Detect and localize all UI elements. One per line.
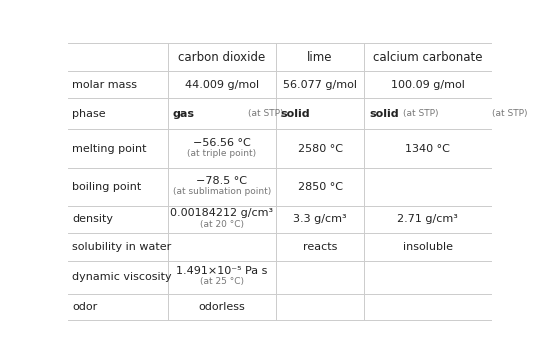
Text: density: density xyxy=(73,214,114,224)
Text: gas: gas xyxy=(173,109,195,119)
Text: 100.09 g/mol: 100.09 g/mol xyxy=(391,80,465,90)
Text: phase: phase xyxy=(73,109,106,119)
Text: odor: odor xyxy=(73,302,98,312)
Text: −78.5 °C: −78.5 °C xyxy=(196,176,247,186)
Text: 56.077 g/mol: 56.077 g/mol xyxy=(283,80,357,90)
Text: calcium carbonate: calcium carbonate xyxy=(373,50,483,63)
Text: 3.3 g/cm³: 3.3 g/cm³ xyxy=(293,214,347,224)
Text: lime: lime xyxy=(307,50,333,63)
Text: 1.491×10⁻⁵ Pa s: 1.491×10⁻⁵ Pa s xyxy=(176,266,268,276)
Text: 2.71 g/cm³: 2.71 g/cm³ xyxy=(397,214,458,224)
Text: reacts: reacts xyxy=(303,242,337,252)
Text: 0.00184212 g/cm³: 0.00184212 g/cm³ xyxy=(170,208,273,218)
Text: (at STP): (at STP) xyxy=(403,109,439,118)
Text: odorless: odorless xyxy=(198,302,245,312)
Text: molar mass: molar mass xyxy=(73,80,138,90)
Text: carbon dioxide: carbon dioxide xyxy=(178,50,265,63)
Text: (at STP): (at STP) xyxy=(492,109,528,118)
Text: −56.56 °C: −56.56 °C xyxy=(193,138,251,148)
Text: (at 20 °C): (at 20 °C) xyxy=(200,220,244,229)
Text: solubility in water: solubility in water xyxy=(73,242,172,252)
Text: boiling point: boiling point xyxy=(73,182,142,192)
Text: 1340 °C: 1340 °C xyxy=(406,144,450,154)
Text: (at 25 °C): (at 25 °C) xyxy=(200,278,244,287)
Text: insoluble: insoluble xyxy=(403,242,453,252)
Text: solid: solid xyxy=(281,109,310,119)
Text: dynamic viscosity: dynamic viscosity xyxy=(73,272,172,282)
Text: 2580 °C: 2580 °C xyxy=(298,144,342,154)
Text: solid: solid xyxy=(370,109,399,119)
Text: 44.009 g/mol: 44.009 g/mol xyxy=(185,80,259,90)
Text: (at STP): (at STP) xyxy=(248,109,283,118)
Text: (at triple point): (at triple point) xyxy=(187,149,256,158)
Text: (at sublimation point): (at sublimation point) xyxy=(173,187,271,196)
Text: melting point: melting point xyxy=(73,144,147,154)
Text: 2850 °C: 2850 °C xyxy=(298,182,342,192)
